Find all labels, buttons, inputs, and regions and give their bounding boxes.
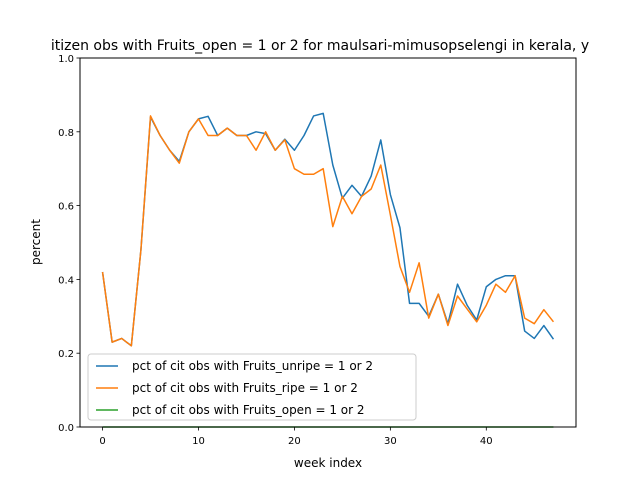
legend-label: pct of cit obs with Fruits_unripe = 1 or… [132,359,373,373]
y-axis-label: percent [29,219,43,265]
y-axis: 0.0 0.2 0.4 0.6 0.8 1.0 [58,54,80,434]
legend-box [87,353,417,421]
x-tick-label: 20 [288,436,301,447]
series-line-1 [101,112,555,347]
series-line-2 [101,115,555,347]
x-tick-label: 0 [99,436,105,447]
x-axis: 0 10 20 30 40 [99,427,493,447]
x-tick-label: 40 [480,436,493,447]
x-axis-label: week index [294,456,362,470]
y-tick-label: 0.4 [58,275,74,286]
y-tick-label: 0.6 [58,202,74,213]
y-tick-label: 0.8 [58,128,74,139]
chart-title: itizen obs with Fruits_open = 1 or 2 for… [51,38,589,54]
y-tick-label: 1.0 [58,54,74,65]
legend-label: pct of cit obs with Fruits_open = 1 or 2 [132,403,365,417]
y-tick-label: 0.2 [58,349,74,360]
plot-frame [79,57,577,428]
x-tick-label: 30 [384,436,397,447]
legend: pct of cit obs with Fruits_unripe = 1 or… [87,353,417,421]
y-tick-label: 0.0 [58,423,74,434]
legend-label: pct of cit obs with Fruits_ripe = 1 or 2 [132,381,358,395]
x-tick-label: 10 [192,436,205,447]
